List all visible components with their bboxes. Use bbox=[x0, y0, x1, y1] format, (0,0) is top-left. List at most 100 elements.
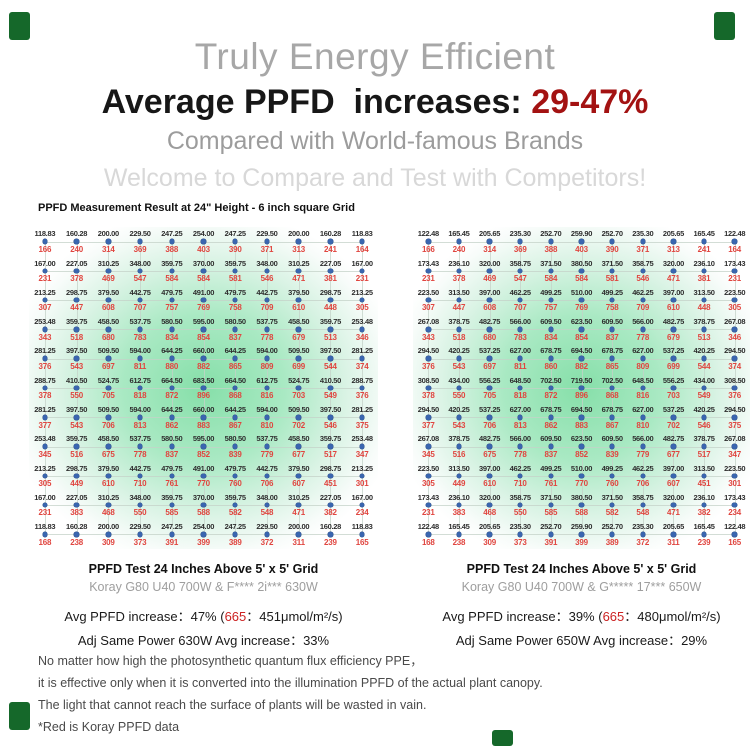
footer-line: *Red is Koray PPFD data bbox=[38, 720, 180, 734]
koray-ppfd-value: 241 bbox=[324, 244, 337, 254]
measurement-dot-icon bbox=[579, 268, 584, 274]
koray-ppfd-value: 383 bbox=[452, 508, 466, 518]
koray-ppfd-value: 582 bbox=[605, 508, 619, 518]
koray-ppfd-value: 707 bbox=[133, 303, 147, 313]
measurement-dot-icon bbox=[640, 268, 646, 274]
measurement-dot-icon bbox=[137, 327, 143, 332]
koray-ppfd-value: 706 bbox=[260, 479, 274, 489]
competitor-ppfd-value: 259.90 bbox=[570, 229, 593, 239]
competitor-ppfd-value: 267.08 bbox=[724, 317, 746, 327]
competitor-ppfd-value: 566.00 bbox=[632, 317, 654, 327]
competitor-ppfd-value: 442.75 bbox=[256, 287, 278, 297]
ppfd-cell: 410.50 550 bbox=[61, 373, 93, 402]
koray-ppfd-value: 517 bbox=[697, 449, 711, 459]
measurement-dot-icon bbox=[42, 385, 48, 391]
competitor-ppfd-value: 595.00 bbox=[192, 434, 215, 444]
measurement-dot-icon bbox=[640, 297, 646, 303]
koray-ppfd-value: 710 bbox=[513, 479, 527, 489]
competitor-ppfd-value: 122.48 bbox=[724, 229, 746, 239]
koray-ppfd-value: 778 bbox=[636, 332, 650, 342]
koray-ppfd-value: 862 bbox=[165, 420, 179, 430]
ppfd-cell: 397.00 608 bbox=[474, 286, 505, 315]
competitor-ppfd-value: 580.50 bbox=[224, 434, 246, 444]
koray-ppfd-value: 707 bbox=[513, 303, 527, 313]
koray-ppfd-value: 549 bbox=[697, 391, 711, 401]
measurement-dot-icon bbox=[517, 415, 523, 420]
koray-ppfd-value: 305 bbox=[355, 303, 369, 313]
competitor-ppfd-value: 499.25 bbox=[601, 463, 623, 473]
ppfd-cell: 510.00 769 bbox=[566, 286, 597, 315]
ppfd-cell: 252.70 388 bbox=[536, 227, 567, 256]
stat-suffix: ：480μmol/m²/s) bbox=[624, 609, 721, 624]
competitor-ppfd-value: 595.00 bbox=[192, 317, 215, 327]
koray-ppfd-value: 403 bbox=[197, 244, 210, 254]
competitor-ppfd-value: 359.75 bbox=[319, 434, 341, 444]
ppfd-cell: 509.50 706 bbox=[92, 403, 124, 432]
competitor-ppfd-value: 247.25 bbox=[224, 522, 246, 532]
measurement-dot-icon bbox=[137, 444, 143, 449]
competitor-ppfd-value: 509.50 bbox=[97, 405, 119, 415]
stat-red-value: 665 bbox=[602, 609, 625, 624]
koray-ppfd-value: 391 bbox=[544, 537, 558, 547]
competitor-ppfd-value: 378.75 bbox=[448, 434, 470, 444]
caption-title: PPFD Test 24 Inches Above 5' x 5' Grid bbox=[88, 562, 319, 576]
koray-ppfd-value: 449 bbox=[452, 479, 466, 489]
competitor-ppfd-value: 499.25 bbox=[540, 463, 562, 473]
koray-ppfd-value: 608 bbox=[483, 303, 496, 313]
competitor-ppfd-value: 627.00 bbox=[509, 346, 531, 356]
competitor-ppfd-value: 458.50 bbox=[97, 317, 119, 327]
ppfd-cell: 479.75 760 bbox=[219, 461, 251, 490]
ppfd-cell: 537.25 699 bbox=[658, 344, 689, 373]
measurement-dot-icon bbox=[671, 444, 676, 449]
measurement-dot-icon bbox=[609, 444, 615, 449]
ppfd-cell: 379.50 610 bbox=[92, 461, 124, 490]
ppfd-cell: 165.45 238 bbox=[444, 520, 475, 549]
measurement-dot-icon bbox=[701, 327, 707, 332]
measurement-dot-icon bbox=[232, 297, 238, 303]
koray-ppfd-value: 585 bbox=[165, 508, 179, 518]
ppfd-cell: 434.00 550 bbox=[444, 373, 475, 402]
koray-ppfd-value: 241 bbox=[697, 244, 711, 254]
competitor-ppfd-value: 678.75 bbox=[601, 346, 623, 356]
measurement-dot-icon bbox=[487, 532, 492, 537]
koray-ppfd-value: 544 bbox=[324, 361, 337, 371]
koray-ppfd-value: 769 bbox=[575, 303, 588, 313]
measurement-dot-icon bbox=[137, 297, 143, 303]
koray-ppfd-value: 610 bbox=[292, 303, 306, 313]
koray-ppfd-value: 231 bbox=[421, 508, 435, 518]
competitor-ppfd-value: 482.75 bbox=[479, 317, 501, 327]
competitor-ppfd-value: 537.25 bbox=[479, 405, 501, 415]
measurement-dot-icon bbox=[232, 268, 238, 274]
ppfd-cell: 594.00 809 bbox=[251, 344, 283, 373]
koray-ppfd-value: 837 bbox=[228, 332, 242, 342]
ppfd-cell: 359.75 513 bbox=[315, 315, 347, 344]
competitor-ppfd-value: 462.25 bbox=[509, 463, 531, 473]
ppfd-cell: 482.75 679 bbox=[658, 315, 689, 344]
competitor-ppfd-value: 379.50 bbox=[97, 287, 119, 297]
competitor-ppfd-value: 556.25 bbox=[662, 375, 684, 385]
koray-ppfd-value: 585 bbox=[544, 508, 558, 518]
ppfd-cell: 482.75 675 bbox=[474, 432, 505, 461]
ppfd-cell: 612.75 816 bbox=[251, 373, 283, 402]
measurement-dot-icon bbox=[701, 532, 707, 537]
competitor-ppfd-value: 348.00 bbox=[256, 258, 278, 268]
measurement-dot-icon bbox=[701, 239, 707, 244]
competitor-ppfd-value: 678.75 bbox=[601, 405, 623, 415]
ppfd-cell: 410.50 549 bbox=[315, 373, 347, 402]
koray-ppfd-value: 610 bbox=[101, 479, 115, 489]
measurement-dot-icon bbox=[426, 532, 431, 537]
competitor-ppfd-value: 167.00 bbox=[34, 492, 56, 502]
competitor-ppfd-value: 229.50 bbox=[129, 229, 151, 239]
ppfd-cell: 253.48 346 bbox=[346, 315, 378, 344]
ppfd-cell: 566.00 778 bbox=[505, 432, 536, 461]
measurement-dot-icon bbox=[609, 502, 615, 508]
koray-ppfd-value: 390 bbox=[228, 244, 242, 254]
measurement-dot-icon bbox=[106, 297, 111, 303]
ppfd-cell: 236.10 378 bbox=[444, 256, 475, 285]
competitor-ppfd-value: 281.25 bbox=[351, 346, 373, 356]
koray-ppfd-value: 231 bbox=[421, 274, 435, 284]
measurement-dot-icon bbox=[137, 356, 143, 361]
ppfd-cell: 462.25 709 bbox=[627, 286, 658, 315]
ppfd-cell: 644.25 862 bbox=[156, 403, 188, 432]
ppfd-cell: 648.50 818 bbox=[505, 373, 536, 402]
